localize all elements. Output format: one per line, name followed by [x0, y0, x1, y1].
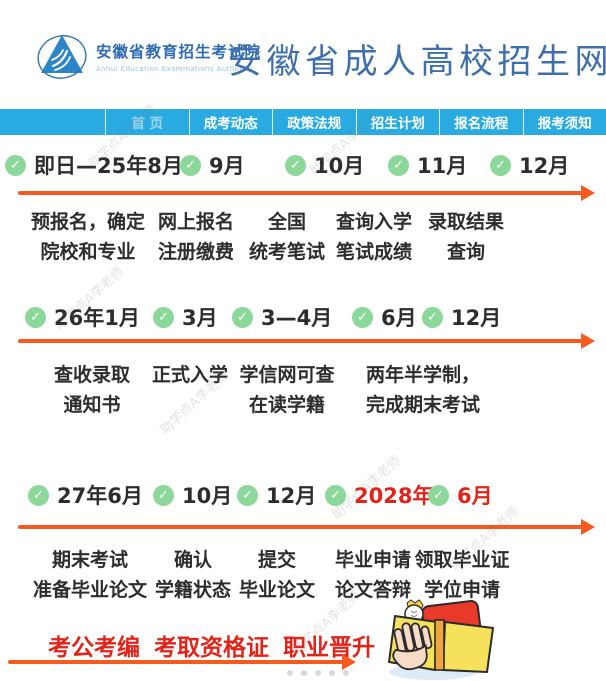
carousel-dots [287, 670, 349, 676]
milestone-desc: 全国 统考笔试 [248, 211, 326, 263]
date-label: 10月 [314, 154, 365, 178]
promo-arrow [8, 654, 356, 670]
check-icon: ✓ [28, 484, 49, 506]
nav-item-notice[interactable]: 报考须知 [522, 109, 606, 135]
milestone-desc: 正式入学 [151, 364, 229, 386]
milestone-desc: 录取结果 查询 [427, 211, 505, 263]
logo-triangle-icon [37, 35, 87, 79]
date-label: 12月 [451, 306, 502, 330]
milestone-date: ✓ 2028年 [325, 480, 433, 510]
nav-spacer [0, 109, 105, 135]
carousel-dot[interactable] [329, 670, 335, 676]
timeline-arrow [18, 185, 595, 201]
promo-text: 考公考编 考取资格证 职业晋升 [48, 628, 375, 662]
milestone-desc: 确认 学籍状态 [154, 549, 232, 601]
carousel-dot[interactable] [287, 670, 293, 676]
nav-item-policy[interactable]: 政策法规 [272, 109, 356, 135]
milestone-date: ✓ 9月 [180, 150, 245, 180]
milestone-date: ✓ 12月 [490, 150, 569, 180]
milestone-date: ✓ 12月 [237, 480, 316, 510]
timeline-arrow [18, 333, 595, 349]
carousel-dot[interactable] [301, 670, 307, 676]
nav-item-enroll-plan[interactable]: 招生计划 [355, 109, 440, 135]
org-name-cn: 安徽省教育招生考试院 [96, 42, 262, 61]
date-label: 27年6月 [57, 484, 143, 508]
site-logo[interactable]: 安徽省教育招生考试院 Anhui Education Examinations … [36, 30, 261, 82]
check-icon: ✓ [232, 306, 253, 328]
milestone-date: ✓ 即日—25年8月 [5, 150, 183, 180]
date-label: 11月 [417, 154, 468, 178]
timeline-row2-dates: ✓ 26年1月 ✓ 3月 ✓ 3—4月 ✓ 6月 ✓ 12月 [0, 302, 606, 330]
milestone-desc: 期末考试 准备毕业论文 [32, 549, 148, 601]
milestone-date: ✓ 12月 [422, 302, 501, 332]
date-label: 26年1月 [54, 306, 140, 330]
check-icon: ✓ [422, 306, 443, 328]
promo-item: 考公考编 [48, 635, 140, 661]
check-icon: ✓ [153, 306, 174, 328]
date-label: 2028年 [354, 484, 434, 508]
milestone-desc: 领取毕业证 学位申请 [414, 549, 510, 601]
timeline-row3-dates: ✓ 27年6月 ✓ 10月 ✓ 12月 ✓ 2028年 ✓ 6月 [0, 480, 606, 508]
promo-item: 考取资格证 [154, 635, 269, 661]
milestone-date: ✓ 10月 [153, 480, 232, 510]
milestone-desc: 两年半学制， 完成期末考试 [365, 364, 481, 416]
arrow-head-icon [342, 654, 356, 670]
milestone-date: ✓ 26年1月 [25, 302, 140, 332]
milestone-desc: 预报名，确定 院校和专业 [30, 211, 146, 263]
org-name-en: Anhui Education Examinations Authority [96, 64, 253, 73]
page-title: 安徽省成人高校招生网 [228, 42, 606, 82]
date-label: 即日—25年8月 [34, 154, 183, 178]
arrow-head-icon [581, 185, 595, 201]
nav-item-home[interactable]: 首 页 [105, 109, 189, 135]
nav-item-exam-news[interactable]: 成考动态 [188, 109, 273, 135]
date-label: 10月 [182, 484, 233, 508]
check-icon: ✓ [153, 484, 174, 506]
check-icon: ✓ [490, 154, 511, 176]
date-label: 3月 [182, 306, 218, 330]
milestone-date: ✓ 27年6月 [28, 480, 143, 510]
milestone-date: ✓ 6月 [428, 480, 493, 510]
date-label: 12月 [519, 154, 570, 178]
check-icon: ✓ [428, 484, 449, 506]
arrow-head-icon [581, 333, 595, 349]
date-label: 6月 [457, 484, 493, 508]
milestone-desc: 查询入学 笔试成绩 [335, 211, 413, 263]
milestone-date: ✓ 6月 [352, 302, 417, 332]
check-icon: ✓ [25, 306, 46, 328]
arrow-head-icon [581, 519, 595, 535]
date-label: 6月 [381, 306, 417, 330]
milestone-desc: 网上报名 注册缴费 [157, 211, 235, 263]
check-icon: ✓ [5, 154, 26, 176]
carousel-dot[interactable] [343, 670, 349, 676]
date-label: 12月 [266, 484, 317, 508]
nav-bar: 首 页 成考动态 政策法规 招生计划 报名流程 报考须知 [0, 109, 606, 135]
date-label: 3—4月 [261, 306, 333, 330]
check-icon: ✓ [325, 484, 346, 506]
carousel-dot[interactable] [315, 670, 321, 676]
milestone-date: ✓ 3月 [153, 302, 218, 332]
milestone-date: ✓ 11月 [388, 150, 467, 180]
milestone-date: ✓ 3—4月 [232, 302, 332, 332]
hand-book-illustration-icon [388, 599, 494, 680]
org-name-block: 安徽省教育招生考试院 Anhui Education Examinations … [96, 40, 261, 73]
promo-item: 职业晋升 [283, 635, 375, 661]
check-icon: ✓ [388, 154, 409, 176]
check-icon: ✓ [285, 154, 306, 176]
timeline-arrow [18, 519, 595, 535]
nav-item-signup-flow[interactable]: 报名流程 [439, 109, 523, 135]
milestone-desc: 学信网可查 在读学籍 [239, 364, 335, 416]
milestone-desc: 提交 毕业论文 [238, 549, 316, 601]
check-icon: ✓ [180, 154, 201, 176]
timeline-row1-dates: ✓ 即日—25年8月 ✓ 9月 ✓ 10月 ✓ 11月 ✓ 12月 [0, 150, 606, 178]
check-icon: ✓ [352, 306, 373, 328]
date-label: 9月 [209, 154, 245, 178]
milestone-date: ✓ 10月 [285, 150, 364, 180]
check-icon: ✓ [237, 484, 258, 506]
milestone-desc: 查收录取 通知书 [53, 364, 131, 416]
milestone-desc: 毕业申请 论文答辩 [334, 549, 412, 601]
